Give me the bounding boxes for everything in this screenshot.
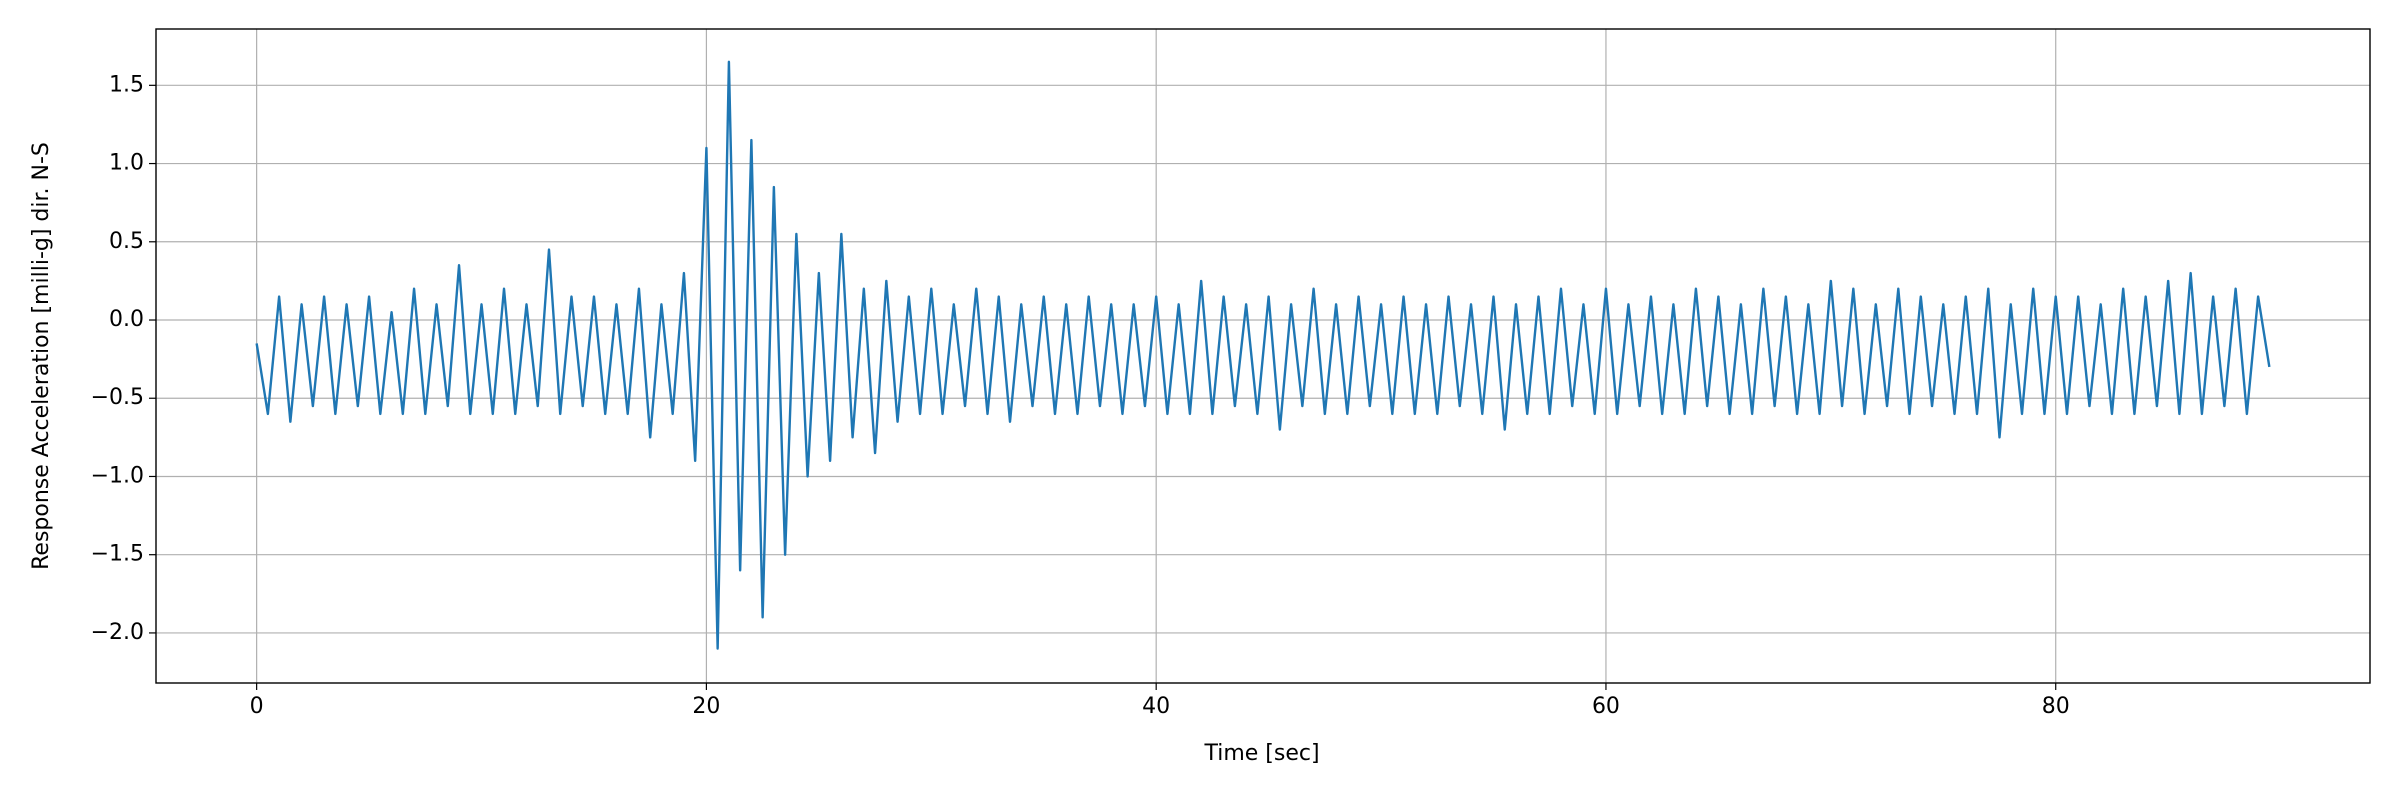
y-tick-label: 1.0 xyxy=(109,151,144,176)
y-axis-label: Response Acceleration [milli-g] dir. N-S xyxy=(29,142,54,570)
x-tick-label: 80 xyxy=(2042,694,2070,719)
y-tick-label: −1.0 xyxy=(91,463,144,488)
x-tick-label: 60 xyxy=(1592,694,1620,719)
y-tick-label: 0.5 xyxy=(109,229,144,254)
x-tick-label: 20 xyxy=(692,694,720,719)
x-tick-label: 40 xyxy=(1142,694,1170,719)
y-tick-label: −1.5 xyxy=(91,542,144,567)
x-tick-label: 0 xyxy=(250,694,264,719)
y-tick-label: 1.5 xyxy=(109,72,144,97)
y-tick-label: −2.0 xyxy=(91,620,144,645)
y-tick-label: −0.5 xyxy=(91,385,144,410)
data-line xyxy=(255,60,2271,650)
x-axis-label: Time [sec] xyxy=(1203,741,1319,766)
plot-frame xyxy=(155,28,2371,684)
y-tick-label: 0.0 xyxy=(109,307,144,332)
